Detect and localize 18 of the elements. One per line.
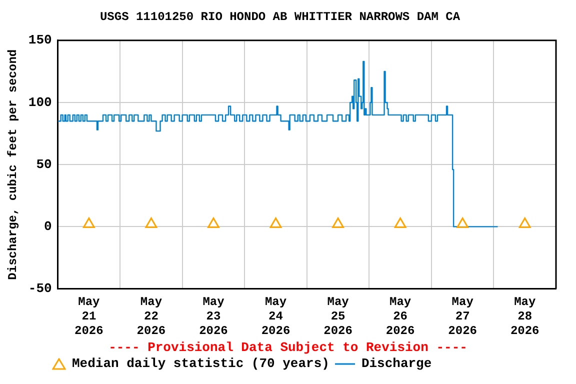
y-tick-label: 0 <box>44 218 52 234</box>
y-axis-title: Discharge, cubic feet per second <box>6 49 20 280</box>
y-tick-label: -50 <box>28 281 52 296</box>
legend-label: Discharge <box>361 356 432 371</box>
chart-title: USGS 11101250 RIO HONDO AB WHITTIER NARROWS DAM CA <box>100 10 461 24</box>
x-tick-label: May 27 2026 <box>448 295 477 338</box>
x-tick-label: May 22 2026 <box>136 295 166 338</box>
x-tick-label: May 26 2026 <box>386 295 415 338</box>
x-tick-label: May 21 2026 <box>74 295 104 338</box>
x-tick-label: May 23 2026 <box>199 295 228 338</box>
y-tick-label: 100 <box>28 94 52 110</box>
y-tick-label: 50 <box>36 156 52 172</box>
x-tick-label: May 28 2026 <box>510 295 540 338</box>
text: ---- Provisional Data Subject to Revision ---- <box>108 340 468 355</box>
x-tick-label: May 25 2026 <box>324 295 352 338</box>
legend-label: Median daily statistic (70 years) <box>72 356 330 371</box>
x-tick-label: May 24 2026 <box>261 295 290 338</box>
y-tick-label: 150 <box>28 32 52 48</box>
